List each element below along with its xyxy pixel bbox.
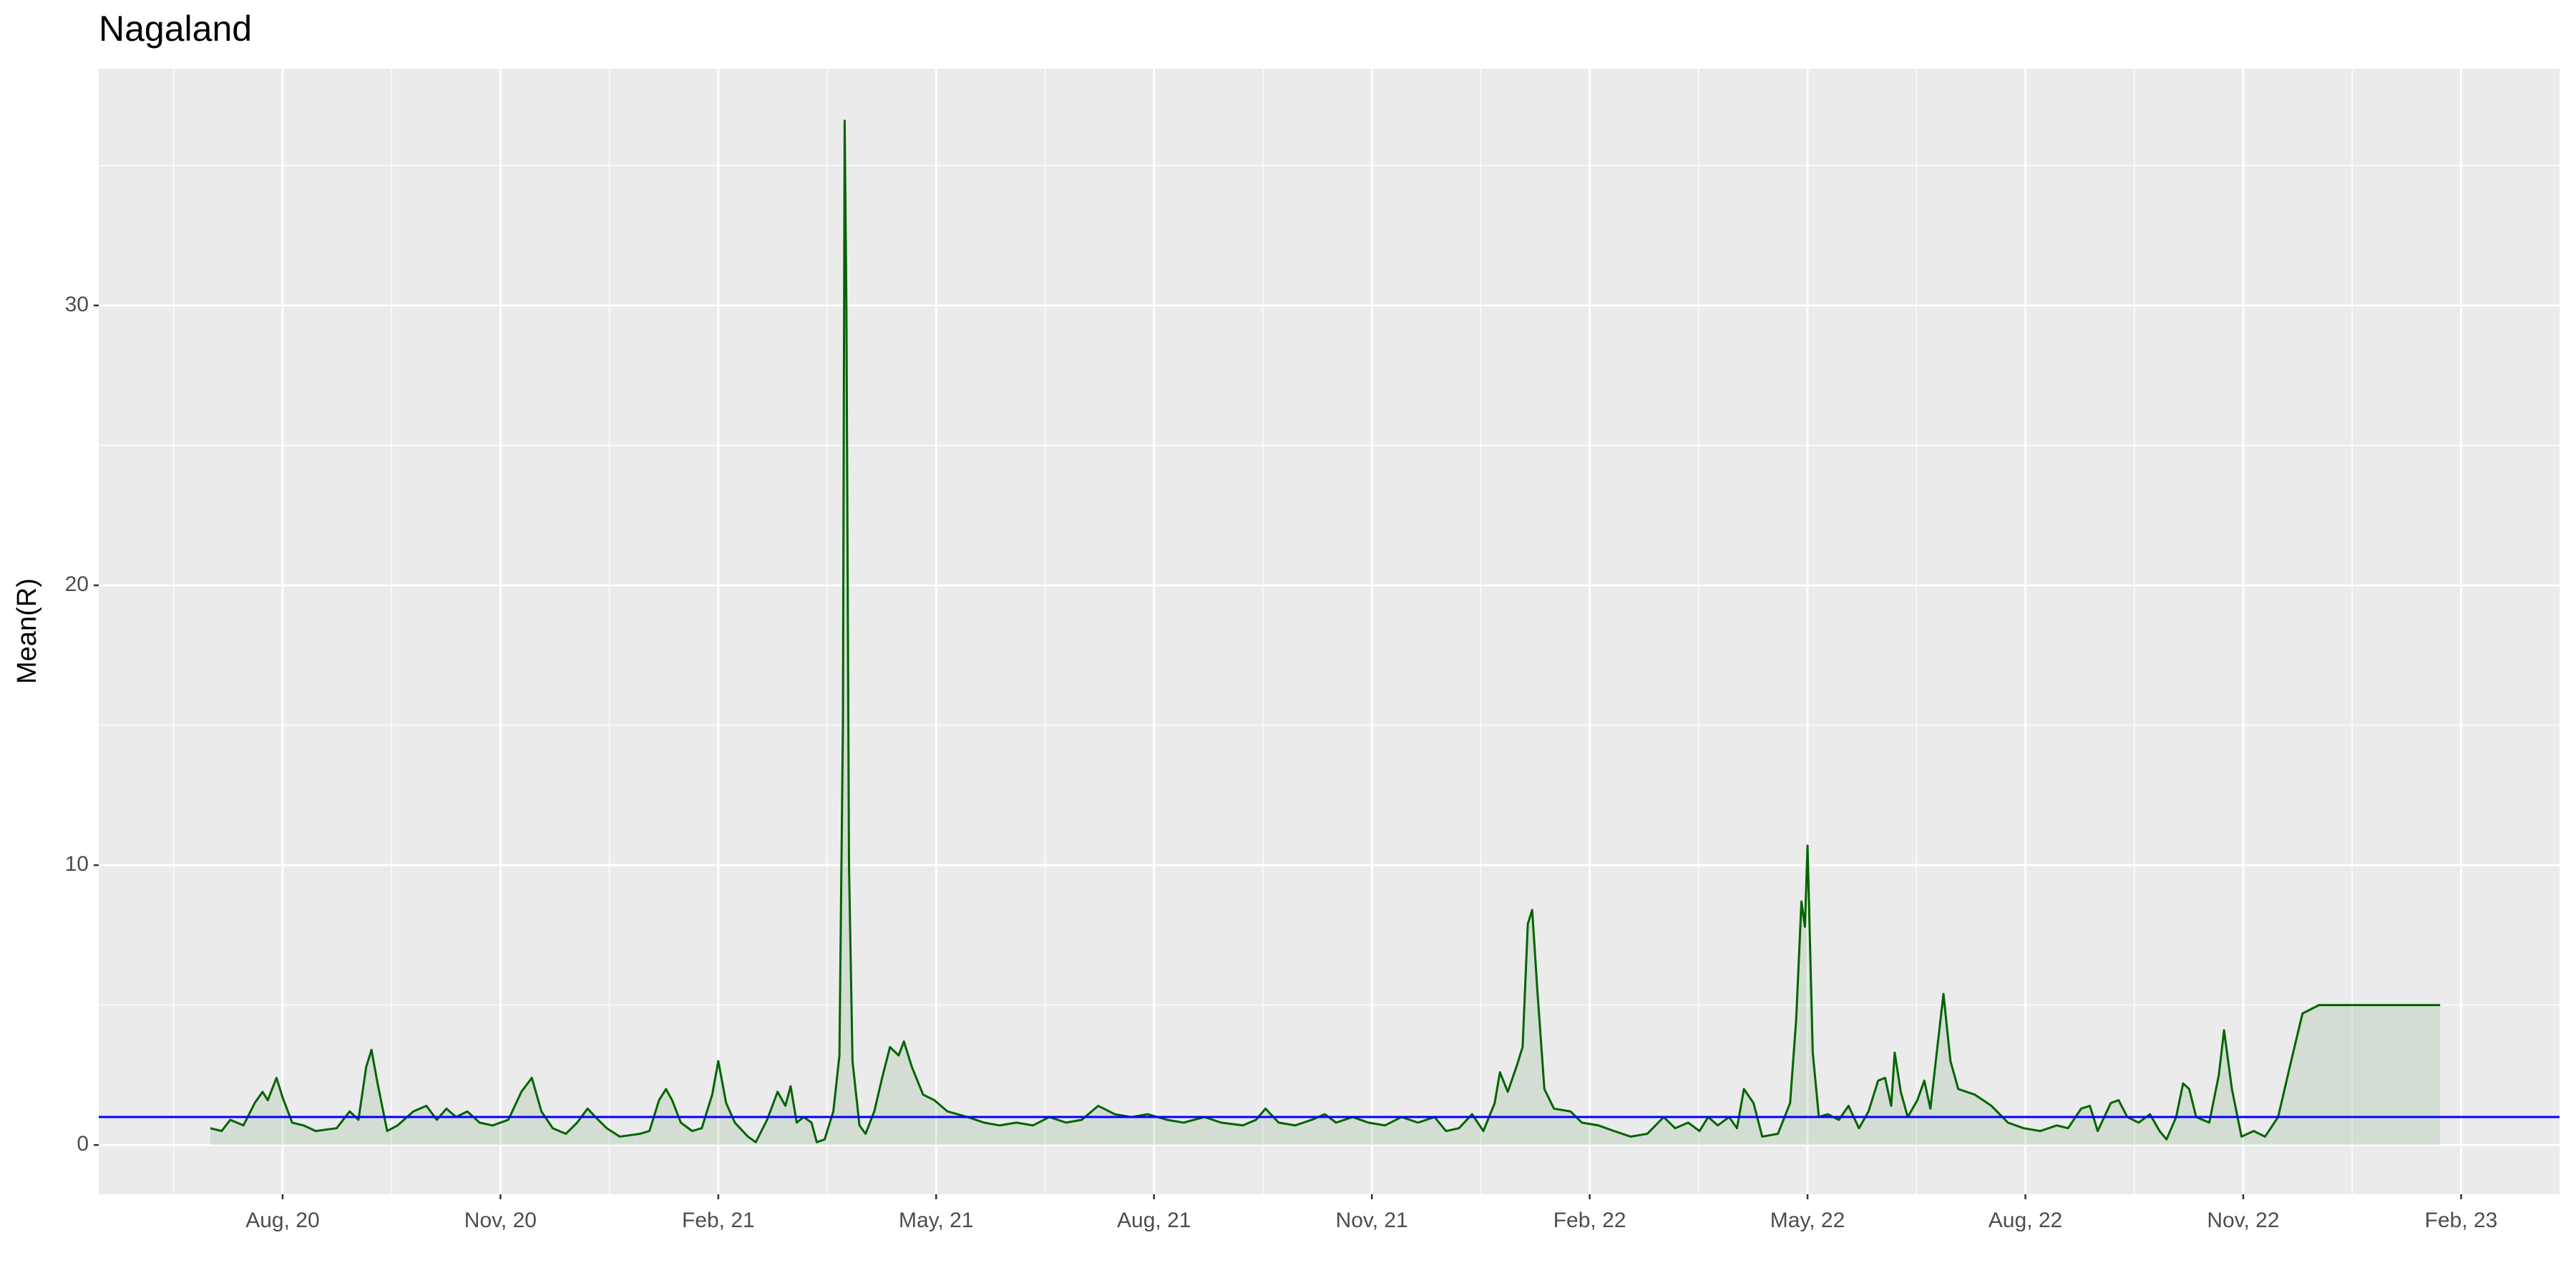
x-tick-label: May, 21	[899, 1209, 974, 1232]
x-tick-label: May, 22	[1770, 1209, 1845, 1232]
y-tick-label: 10	[65, 852, 89, 876]
x-tick-label: Feb, 21	[682, 1209, 755, 1232]
x-tick-label: Nov, 22	[2207, 1209, 2279, 1232]
y-tick-label: 0	[77, 1132, 89, 1156]
x-tick-label: Nov, 20	[464, 1209, 537, 1232]
x-tick-label: Aug, 20	[245, 1209, 319, 1232]
plot-background	[99, 69, 2560, 1194]
x-tick-label: Nov, 21	[1336, 1209, 1408, 1232]
y-axis-label: Mean(R)	[12, 578, 42, 684]
x-tick-label: Aug, 21	[1117, 1209, 1191, 1232]
x-tick-label: Feb, 22	[1553, 1209, 1626, 1232]
x-tick-label: Aug, 22	[1989, 1209, 2062, 1232]
x-tick-label: Feb, 23	[2425, 1209, 2498, 1232]
y-tick-label: 30	[65, 293, 89, 316]
chart-title: Nagaland	[99, 9, 252, 49]
line	[210, 119, 2441, 1143]
y-tick-label: 20	[65, 572, 89, 596]
